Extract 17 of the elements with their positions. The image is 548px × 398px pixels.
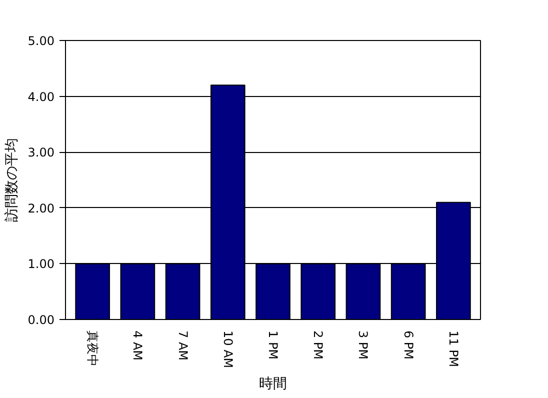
- y-tick-label: 2.00: [28, 201, 54, 216]
- x-tick-label: 11 PM: [446, 330, 460, 368]
- x-tick-label: 7 AM: [176, 330, 190, 361]
- y-tick-label: 3.00: [28, 146, 54, 160]
- y-tick-label: 4.00: [28, 90, 54, 104]
- x-tick-label: 3 PM: [356, 330, 370, 360]
- y-tick-label: 0.00: [28, 313, 54, 327]
- y-tick-label: 5.00: [28, 34, 54, 48]
- x-tick-label: 1 PM: [266, 330, 280, 360]
- x-tick-label: 4 AM: [130, 330, 145, 361]
- y-tick-label: 1.00: [28, 257, 54, 272]
- x-tick-label: 6 PM: [401, 330, 416, 360]
- x-tick-label: 2 PM: [311, 330, 326, 360]
- x-tick-label: 真夜中: [86, 330, 100, 366]
- x-axis-title: 時間: [259, 376, 287, 392]
- y-axis-title: 訪問数の平均: [4, 138, 20, 222]
- x-tick-label: 10 AM: [220, 330, 235, 368]
